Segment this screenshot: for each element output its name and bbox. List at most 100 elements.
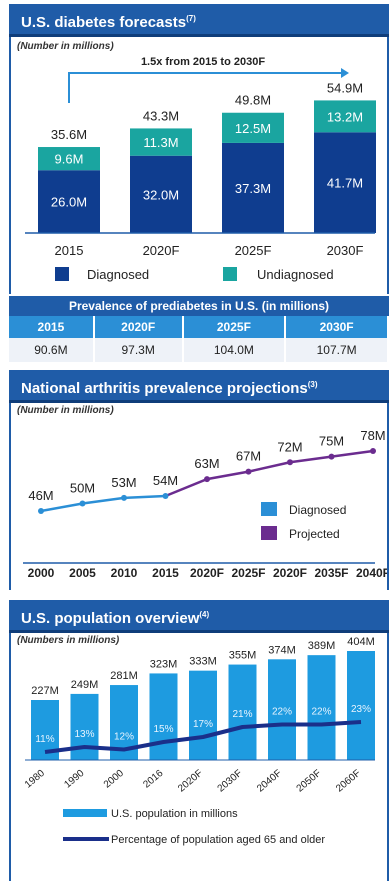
arthritis-title: National arthritis prevalence projection… bbox=[21, 380, 308, 397]
point-label: 50M bbox=[70, 481, 95, 496]
prediabetes-title: Prevalence of prediabetes in U.S. (in mi… bbox=[9, 296, 389, 316]
line-point bbox=[287, 459, 293, 465]
category-label: 2020F bbox=[143, 243, 180, 258]
population-header: U.S. population overview(4) bbox=[9, 600, 389, 633]
category-label: 2035F bbox=[314, 566, 348, 580]
prediabetes-year: 2020F bbox=[94, 316, 183, 338]
prediabetes-value-row: 90.6M 97.3M 104.0M 107.7M bbox=[9, 338, 388, 362]
legend-bars-swatch bbox=[63, 809, 107, 817]
percent-label: 23% bbox=[351, 704, 371, 715]
legend-diagnosed-swatch bbox=[261, 502, 277, 516]
legend-line-label: Percentage of population aged 65 and old… bbox=[111, 834, 325, 846]
arthritis-panel: National arthritis prevalence projection… bbox=[9, 370, 389, 590]
population-title: U.S. population overview bbox=[21, 610, 199, 627]
category-label: 2025F bbox=[235, 243, 272, 258]
line-point bbox=[329, 454, 335, 460]
category-label: 2030F bbox=[327, 243, 364, 258]
category-label: 2015 bbox=[152, 566, 179, 580]
legend-diagnosed-label: Diagnosed bbox=[289, 503, 346, 517]
point-label: 67M bbox=[236, 449, 261, 464]
category-label: 2060F bbox=[334, 768, 363, 795]
growth-arrow-line bbox=[69, 73, 341, 103]
point-label: 53M bbox=[111, 475, 136, 490]
category-label: 2010 bbox=[111, 566, 138, 580]
category-label: 2000 bbox=[28, 566, 55, 580]
legend-projected-label: Projected bbox=[289, 527, 340, 541]
line-point bbox=[163, 493, 169, 499]
population-bar-label: 404M bbox=[347, 636, 375, 648]
point-label: 78M bbox=[360, 428, 385, 443]
category-label: 2020F bbox=[176, 768, 205, 795]
diabetes-chart: 1.5x from 2015 to 2030F 26.0M 9.6M 35.6M 201… bbox=[11, 37, 387, 294]
line-diagnosed bbox=[41, 496, 166, 511]
arthritis-header: National arthritis prevalence projection… bbox=[9, 370, 389, 403]
diabetes-title-sup: (7) bbox=[186, 14, 196, 23]
category-label: 2005 bbox=[69, 566, 96, 580]
bar-undiagnosed-label: 12.5M bbox=[235, 121, 271, 136]
population-bar-label: 389M bbox=[308, 640, 336, 652]
category-label: 2015 bbox=[55, 243, 84, 258]
population-title-sup: (4) bbox=[199, 610, 209, 619]
point-label: 72M bbox=[277, 439, 302, 454]
line-point bbox=[38, 508, 44, 514]
category-label: 2000 bbox=[102, 768, 126, 791]
legend-projected-swatch bbox=[261, 526, 277, 540]
percent-label: 21% bbox=[232, 709, 252, 720]
bar-undiagnosed-label: 13.2M bbox=[327, 109, 363, 124]
percent-label: 12% bbox=[114, 732, 134, 743]
bar-undiagnosed-label: 11.3M bbox=[143, 135, 178, 150]
percent-label: 22% bbox=[311, 707, 331, 718]
growth-note: 1.5x from 2015 to 2030F bbox=[141, 56, 265, 68]
arthritis-chart: 46M 2000 50M 2005 53M 2010 54M 2015 63M 2020F 67M 2… bbox=[11, 403, 387, 590]
point-label: 63M bbox=[194, 456, 219, 471]
population-bar-label: 333M bbox=[189, 656, 217, 668]
population-bar bbox=[150, 673, 178, 760]
point-label: 46M bbox=[28, 488, 53, 503]
bar-undiagnosed-label: 9.6M bbox=[55, 152, 84, 167]
legend-bars-label: U.S. population in millions bbox=[111, 808, 238, 820]
percent-label: 11% bbox=[35, 734, 54, 745]
category-label: 1990 bbox=[62, 768, 86, 791]
prediabetes-year-row: 2015 2020F 2025F 2030F bbox=[9, 316, 388, 338]
prediabetes-value: 104.0M bbox=[183, 338, 286, 362]
population-chart: 227M 11% 1980 249M 13% 1990 281M 12% 2000 323M 15%… bbox=[11, 633, 387, 881]
population-bar bbox=[189, 671, 217, 760]
prediabetes-year: 2025F bbox=[183, 316, 286, 338]
prediabetes-year: 2015 bbox=[9, 316, 94, 338]
percent-label: 15% bbox=[153, 724, 173, 735]
bar-total-label: 49.8M bbox=[235, 93, 271, 108]
diabetes-title: U.S. diabetes forecasts bbox=[21, 14, 186, 31]
point-label: 54M bbox=[153, 473, 178, 488]
population-panel: U.S. population overview(4) (Numbers in … bbox=[9, 600, 389, 881]
percent-label: 22% bbox=[272, 707, 292, 718]
growth-arrow-head bbox=[341, 68, 349, 78]
category-label: 2020F bbox=[273, 566, 307, 580]
bar-diagnosed-label: 41.7M bbox=[327, 176, 363, 191]
arthritis-title-sup: (3) bbox=[308, 380, 318, 389]
bar-total-label: 54.9M bbox=[327, 80, 363, 95]
prediabetes-table: 2015 2020F 2025F 2030F 90.6M 97.3M 104.0… bbox=[9, 316, 389, 362]
percent-label: 13% bbox=[74, 729, 94, 740]
category-label: 2025F bbox=[231, 566, 265, 580]
diabetes-panel: U.S. diabetes forecasts(7) (Number in mi… bbox=[9, 4, 389, 294]
population-bar-label: 227M bbox=[31, 685, 59, 697]
category-label: 2030F bbox=[216, 768, 245, 795]
line-point bbox=[121, 495, 127, 501]
category-label: 2016 bbox=[141, 768, 165, 791]
category-label: 2040F bbox=[255, 768, 284, 795]
bar-total-label: 35.6M bbox=[51, 127, 87, 142]
point-label: 75M bbox=[319, 434, 344, 449]
category-label: 1980 bbox=[23, 768, 47, 791]
percent-label: 17% bbox=[193, 719, 213, 730]
population-bar-label: 249M bbox=[71, 679, 99, 691]
bar-diagnosed-label: 37.3M bbox=[235, 181, 271, 196]
legend-undiagnosed-label: Undiagnosed bbox=[257, 267, 334, 282]
population-bar-label: 374M bbox=[268, 644, 296, 656]
bar-diagnosed-label: 26.0M bbox=[51, 195, 87, 210]
category-label: 2040F bbox=[356, 566, 387, 580]
category-label: 2050F bbox=[295, 768, 324, 795]
line-point bbox=[80, 501, 86, 507]
prediabetes-value: 107.7M bbox=[285, 338, 388, 362]
population-bar-label: 355M bbox=[229, 650, 257, 662]
line-point bbox=[246, 469, 252, 475]
